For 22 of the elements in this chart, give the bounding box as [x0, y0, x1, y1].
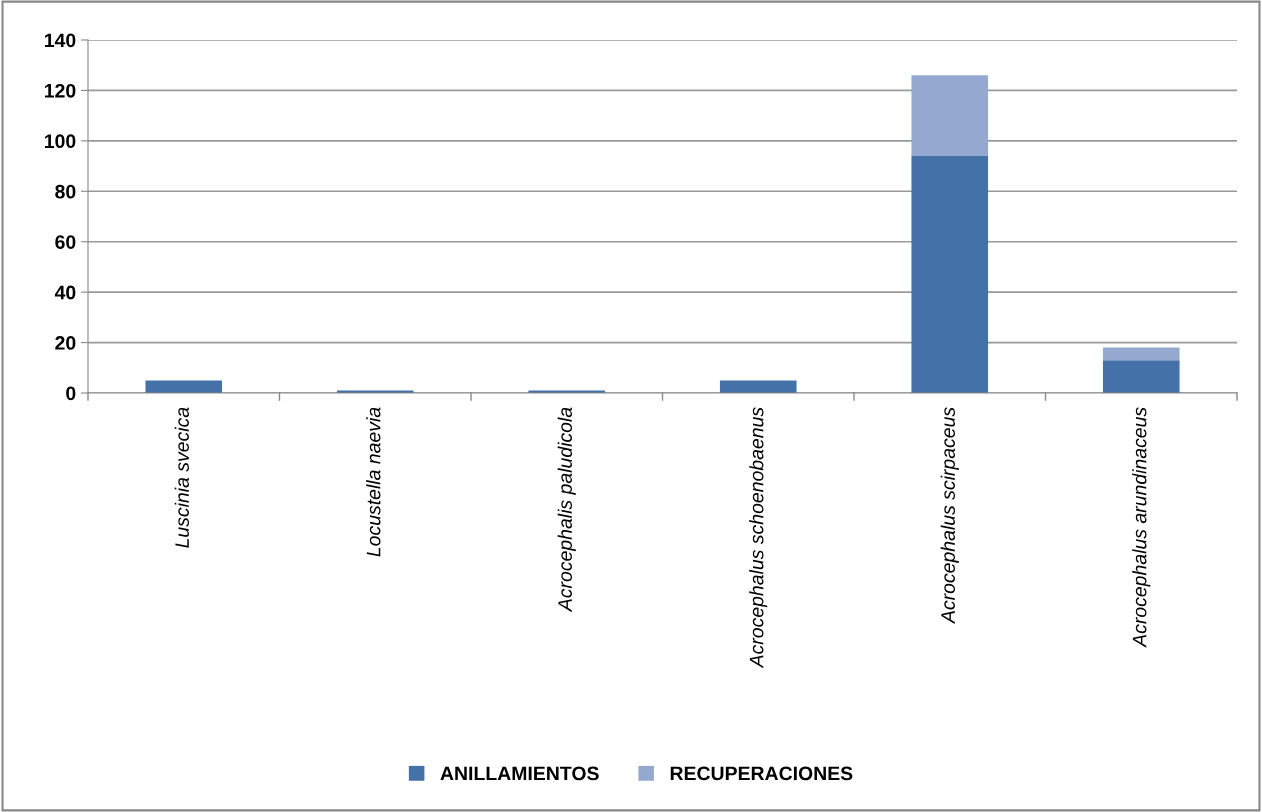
- bar: [911, 75, 989, 156]
- y-tick-label: 80: [55, 184, 76, 199]
- bar: [145, 380, 223, 393]
- y-tick-label: 20: [55, 336, 76, 350]
- y-tick-label: 120: [44, 83, 76, 98]
- y-tick-label: 100: [44, 134, 76, 149]
- bar: [911, 155, 989, 393]
- x-tick-label: Luscinia svecica: [174, 407, 189, 548]
- y-tick-label: 60: [55, 235, 76, 249]
- bar: [1102, 347, 1180, 361]
- legend-label: RECUPERACIONES: [670, 766, 853, 781]
- x-tick-label: Acrocephalus schoenobaenus: [749, 407, 768, 669]
- x-tick-label: Acrocephalus arundinaceus: [1132, 407, 1151, 648]
- y-tick-label: 40: [54, 285, 76, 300]
- x-tick-label: Locustella naevia: [366, 407, 381, 557]
- legend-label: ANILLAMIENTOS: [440, 766, 599, 781]
- bar: [1102, 360, 1180, 393]
- bar: [719, 380, 797, 393]
- x-tick-label: Acrocephalus scirpaceus: [940, 407, 959, 624]
- y-tick-label: 0: [66, 386, 76, 401]
- y-tick-label: 140: [44, 33, 76, 48]
- x-tick-label: Acrocephalis paludicola: [557, 407, 576, 613]
